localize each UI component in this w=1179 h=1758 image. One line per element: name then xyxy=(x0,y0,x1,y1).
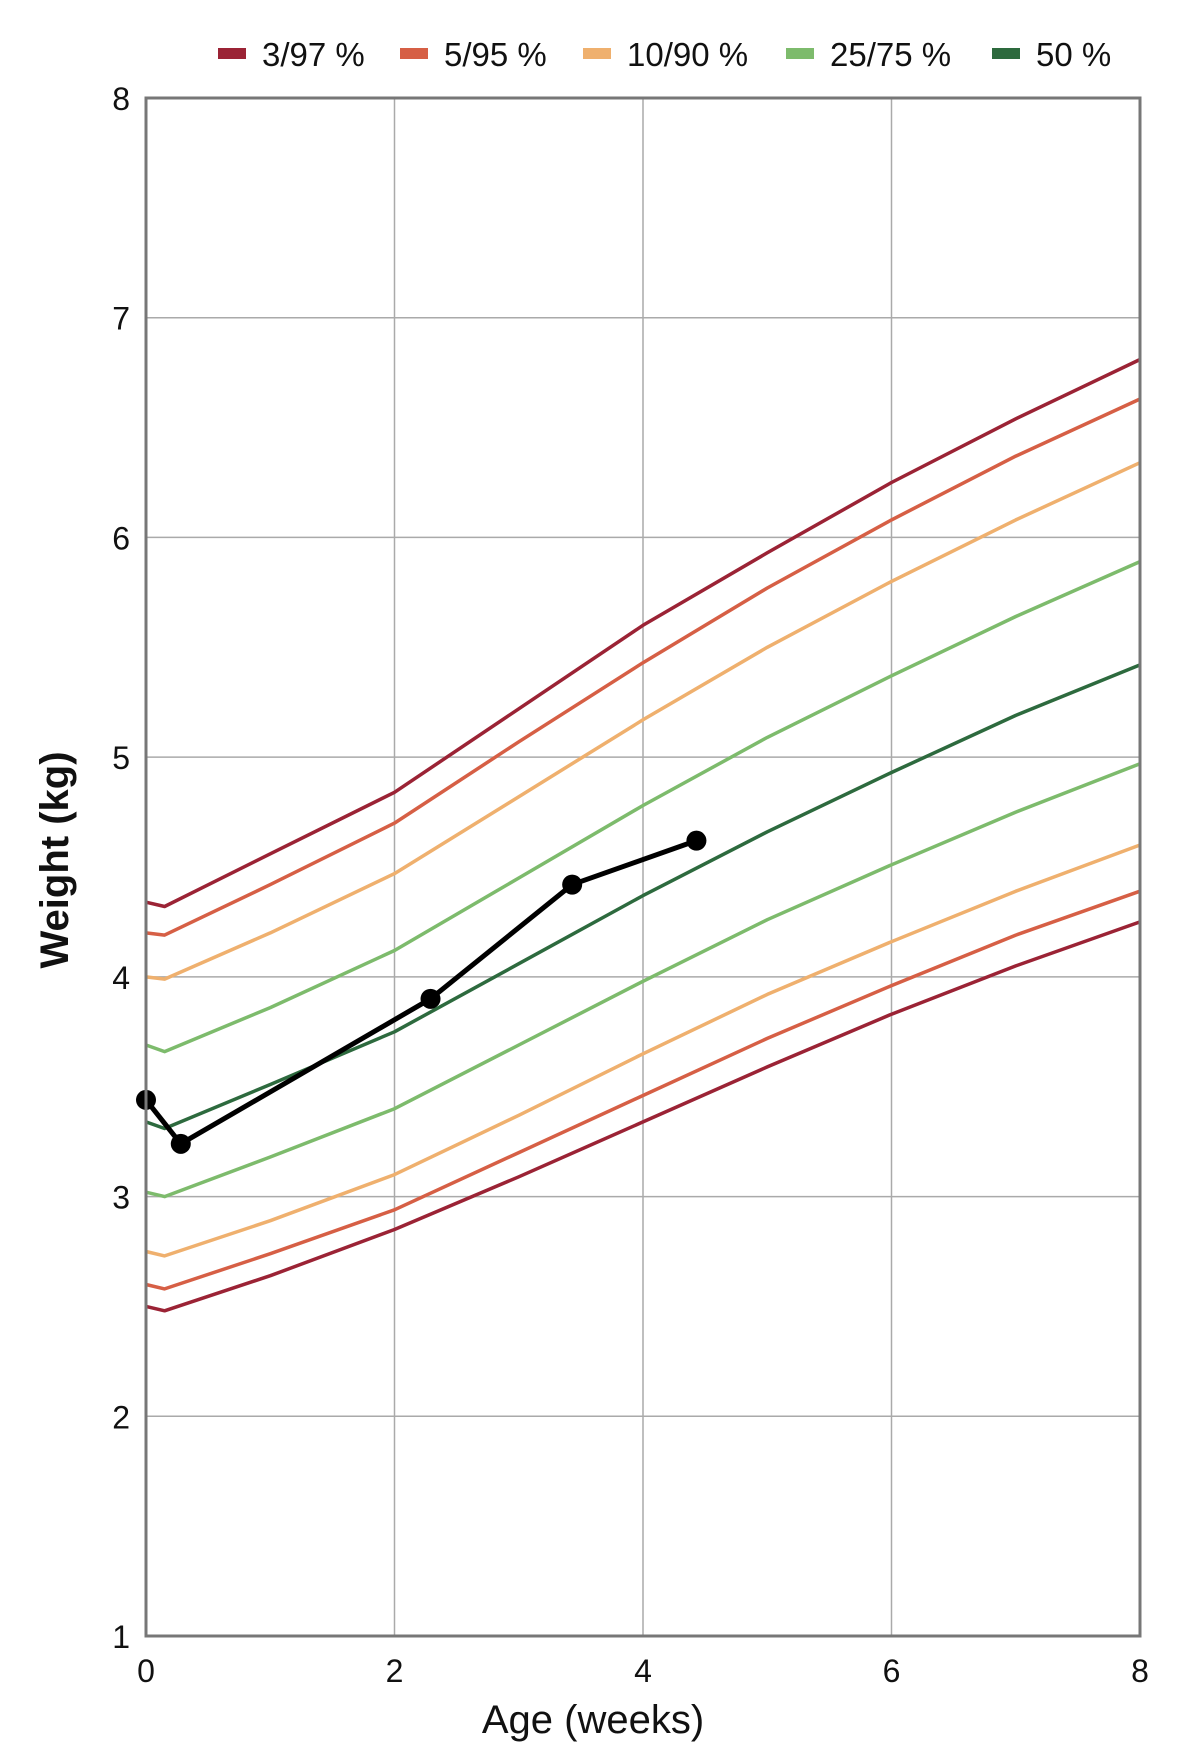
x-axis-label: Age (weeks) xyxy=(482,1698,704,1742)
measurement-point xyxy=(686,830,707,851)
y-tick-label: 4 xyxy=(112,960,130,996)
y-tick-label: 8 xyxy=(112,81,130,117)
percentile-line-25-75-lower xyxy=(145,762,1141,1199)
legend-label: 25/75 % xyxy=(830,36,951,73)
legend-swatch xyxy=(218,48,246,59)
legend-swatch xyxy=(786,48,814,59)
x-tick-label: 2 xyxy=(386,1653,404,1689)
percentile-curves xyxy=(145,357,1141,1313)
grid xyxy=(145,97,1141,1637)
x-tick-label: 8 xyxy=(1131,1653,1149,1689)
percentile-line-10-90-lower xyxy=(145,843,1141,1258)
legend-swatch xyxy=(583,48,611,59)
y-tick-label: 6 xyxy=(112,520,130,556)
x-tick-label: 6 xyxy=(883,1653,901,1689)
legend-swatch xyxy=(992,48,1020,59)
y-tick-label: 5 xyxy=(112,740,130,776)
measurement-point xyxy=(420,988,441,1009)
percentile-line-3-97-upper xyxy=(145,357,1141,909)
percentile-line-5-95-lower xyxy=(145,889,1141,1291)
percentile-line-5-95-upper xyxy=(145,397,1141,937)
y-axis-label: Weight (kg) xyxy=(33,751,77,968)
measurement-point xyxy=(562,874,583,895)
percentile-line-25-75-upper xyxy=(145,559,1141,1054)
percentile-line-10-90-upper xyxy=(145,461,1141,981)
y-tick-label: 2 xyxy=(112,1399,130,1435)
tick-labels: 0 2 4 6 8 1 2 3 4 5 6 7 8 xyxy=(112,81,1149,1689)
y-tick-label: 7 xyxy=(112,301,130,337)
y-tick-label: 3 xyxy=(112,1180,130,1216)
legend: 3/97 % 5/95 % 10/90 % 25/75 % 50 % xyxy=(218,36,1111,73)
y-tick-label: 1 xyxy=(112,1619,130,1655)
x-tick-label: 4 xyxy=(634,1653,652,1689)
percentile-line-50-median xyxy=(145,663,1141,1131)
x-tick-label: 0 xyxy=(137,1653,155,1689)
percentile-line-3-97-lower xyxy=(145,920,1141,1313)
legend-swatch xyxy=(400,48,428,59)
legend-label: 5/95 % xyxy=(444,36,547,73)
measurement-point xyxy=(170,1133,191,1154)
plot-frame xyxy=(144,96,1142,1638)
legend-label: 3/97 % xyxy=(262,36,365,73)
legend-label: 10/90 % xyxy=(627,36,748,73)
legend-label: 50 % xyxy=(1036,36,1111,73)
measurement-line xyxy=(144,838,698,1147)
